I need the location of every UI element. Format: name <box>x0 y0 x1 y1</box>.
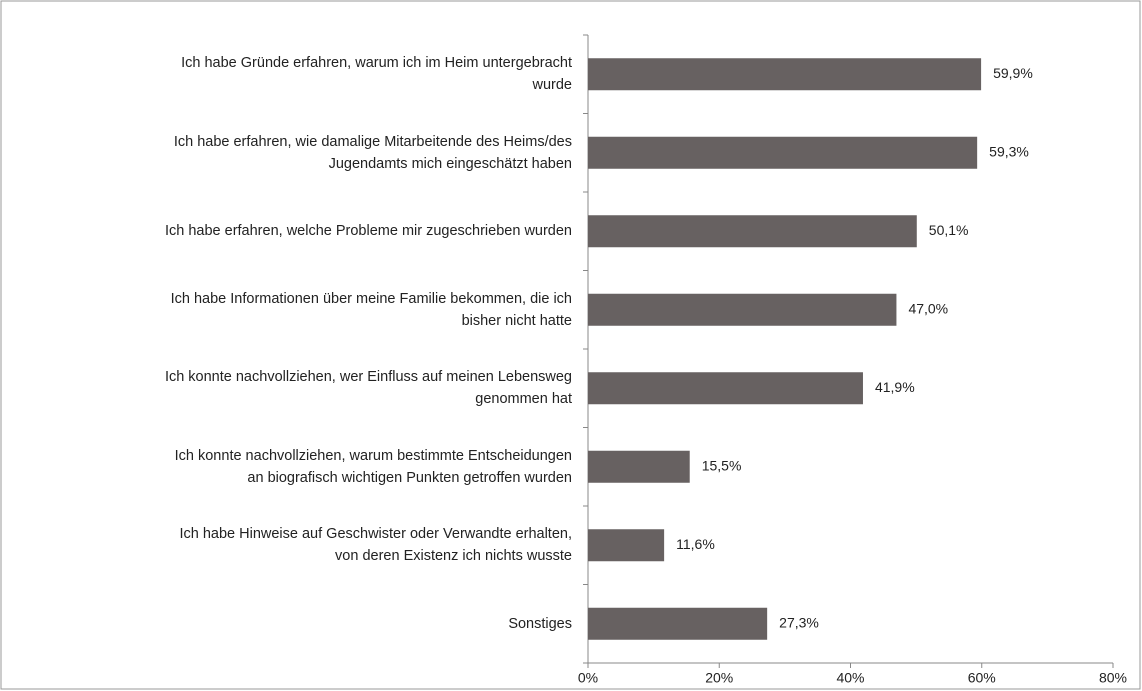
x-tick-label: 60% <box>968 670 996 686</box>
x-tick-label: 40% <box>836 670 864 686</box>
category-label: Ich habe erfahren, welche Probleme mir z… <box>164 223 572 240</box>
bar <box>588 607 768 640</box>
bar <box>588 529 665 562</box>
category-label: Ich habe erfahren, wie damalige Mitarbei… <box>173 133 572 172</box>
value-label: 59,3% <box>989 143 1029 159</box>
value-label: 50,1% <box>929 222 969 238</box>
x-tick-label: 20% <box>705 670 733 686</box>
value-label: 11,6% <box>676 536 715 552</box>
bar <box>588 293 897 326</box>
value-label: 27,3% <box>779 614 819 630</box>
bar <box>588 215 917 248</box>
category-label: Ich konnte nachvollziehen, wer Einfluss … <box>164 369 572 408</box>
value-label: 41,9% <box>875 379 915 395</box>
category-label: Ich habe Gründe erfahren, warum ich im H… <box>181 55 572 94</box>
x-tick-label: 0% <box>578 670 598 686</box>
value-label: 59,9% <box>993 65 1033 81</box>
category-label: Ich habe Informationen über meine Famili… <box>170 290 572 329</box>
category-label: Sonstiges <box>508 615 572 632</box>
bar <box>588 450 690 483</box>
bar <box>588 372 863 405</box>
value-label: 47,0% <box>908 300 948 316</box>
category-label: Ich konnte nachvollziehen, warum bestimm… <box>174 447 572 486</box>
bar <box>588 136 978 169</box>
category-label: Ich habe Hinweise auf Geschwister oder V… <box>179 526 572 565</box>
value-label: 15,5% <box>702 457 742 473</box>
x-tick-label: 80% <box>1099 670 1127 686</box>
bar <box>588 58 982 91</box>
